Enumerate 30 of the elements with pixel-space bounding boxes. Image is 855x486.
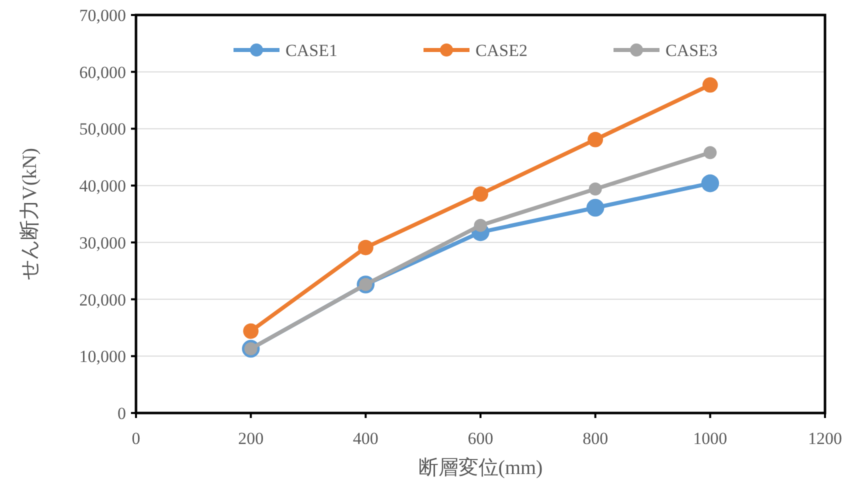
- point: [702, 77, 718, 93]
- y-tick-label: 50,000: [79, 120, 126, 139]
- x-axis-title: 断層変位(mm): [418, 456, 543, 479]
- y-tick-label: 10,000: [79, 347, 126, 366]
- legend-label: CASE3: [666, 41, 718, 60]
- point: [588, 182, 602, 196]
- point: [472, 186, 488, 202]
- y-tick-label: 60,000: [79, 62, 126, 82]
- x-tick-label: 0: [132, 429, 140, 448]
- x-tick-label: 400: [352, 429, 378, 448]
- y-tick-label: 70,000: [79, 6, 126, 25]
- legend-label: CASE1: [286, 41, 338, 60]
- point: [358, 240, 374, 256]
- point: [586, 198, 604, 217]
- point: [474, 218, 487, 232]
- x-tick-label: 600: [468, 429, 494, 448]
- y-axis-title: せん断力V(kN): [19, 148, 41, 280]
- x-tick-label: 1000: [693, 429, 728, 448]
- y-tick-label: 0: [118, 404, 126, 423]
- x-tick-label: 200: [238, 429, 264, 448]
- y-tick-label: 20,000: [79, 290, 126, 310]
- point: [588, 132, 604, 148]
- x-tick-label: 1200: [808, 429, 842, 448]
- x-tick-label: 800: [582, 429, 608, 448]
- point: [701, 174, 720, 192]
- y-tick-label: 30,000: [79, 233, 126, 252]
- point: [243, 323, 259, 339]
- y-tick-label: 40,000: [79, 176, 126, 196]
- point: [704, 146, 717, 160]
- legend-label: CASE2: [476, 41, 528, 60]
